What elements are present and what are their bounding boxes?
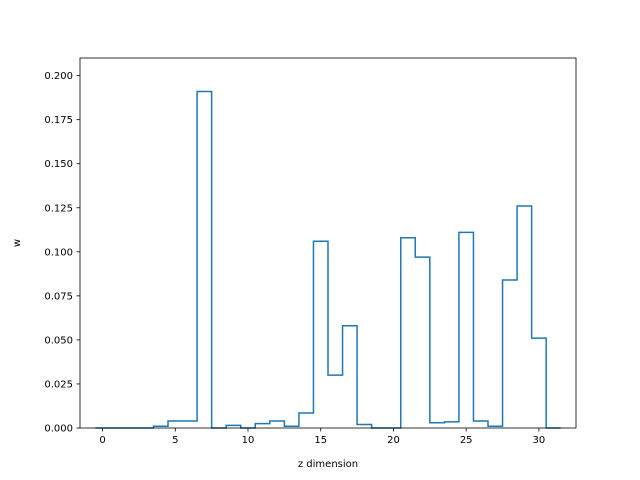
x-tick-label: 10: [242, 435, 255, 446]
x-axis-ticks: 0 5 10 15 20 25 30: [99, 428, 545, 446]
y-tick-label: 0.075: [44, 291, 73, 302]
y-tick-label: 0.125: [44, 203, 73, 214]
y-tick-label: 0.050: [44, 335, 73, 346]
y-tick-label: 0.150: [44, 159, 73, 170]
y-tick-label: 0.025: [44, 379, 73, 390]
x-tick-label: 30: [533, 435, 546, 446]
x-tick-label: 0: [99, 435, 105, 446]
y-axis-label: w: [12, 239, 23, 247]
y-tick-label: 0.000: [44, 424, 73, 435]
x-tick-label: 25: [460, 435, 473, 446]
plot-frame: [79, 57, 577, 429]
x-axis-label: z dimension: [298, 459, 358, 470]
x-tick-label: 5: [172, 435, 178, 446]
y-axis-ticks: 0.000 0.025 0.050 0.075 0.100 0.125 0.150 0.175…: [44, 71, 80, 435]
y-tick-label: 0.100: [44, 247, 73, 258]
y-tick-label: 0.200: [44, 71, 73, 82]
x-tick-label: 20: [387, 435, 400, 446]
y-tick-label: 0.175: [44, 115, 73, 126]
x-tick-label: 15: [314, 435, 327, 446]
series-step-line: [95, 90, 561, 429]
